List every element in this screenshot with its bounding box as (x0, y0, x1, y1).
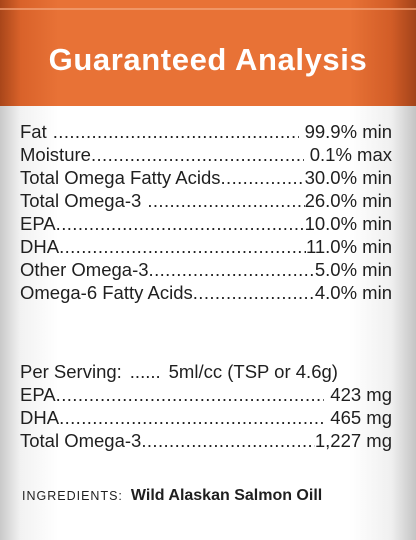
analysis-row-moisture: Moisture 0.1% max (20, 144, 392, 167)
serving-row-dha: DHA 465 mg (20, 407, 392, 430)
serving-row-epa: EPA 423 mg (20, 384, 392, 407)
dot-leader (193, 282, 315, 304)
analysis-row-epa: EPA 10.0% min (20, 213, 392, 236)
row-value: 10.0% min (304, 213, 392, 234)
dot-leader (56, 384, 325, 406)
per-serving-table: Per Serving: ...... 5ml/cc (TSP or 4.6g)… (20, 361, 392, 453)
dot-leader (59, 236, 306, 258)
dot-leader (147, 190, 304, 212)
serving-label: Per Serving: (20, 361, 122, 382)
analysis-row-omega-6-fatty-acids: Omega-6 Fatty Acids 4.0% min (20, 282, 392, 305)
analysis-row-fat: Fat 99.9% min (20, 121, 392, 144)
dot-leader (53, 121, 299, 143)
row-value: 465 mg (330, 407, 392, 428)
dot-leader (59, 407, 324, 429)
row-label: DHA (20, 407, 60, 428)
row-label: Total Omega-3 (20, 430, 142, 451)
row-label: Fat (20, 121, 47, 142)
row-label: Omega-6 Fatty Acids (20, 282, 193, 303)
row-value: 1,227 mg (314, 430, 392, 451)
page-title: Guaranteed Analysis (48, 42, 368, 77)
dot-leader (221, 167, 305, 189)
row-value: 423 mg (330, 384, 392, 405)
row-label: Other Omega-3 (20, 259, 149, 280)
analysis-row-dha: DHA 11.0% min (20, 236, 392, 259)
analysis-table: Fat 99.9% min Moisture 0.1% max Total Om… (20, 121, 392, 305)
row-value: 11.0% min (305, 236, 392, 257)
row-label: Total Omega-3 (20, 190, 142, 211)
ingredients-label: INGREDIENTS: (22, 489, 123, 503)
serving-row-total-omega-3: Total Omega-3 1,227 mg (20, 430, 392, 453)
dot-leader (56, 213, 305, 235)
row-value: 99.9% min (304, 121, 392, 142)
analysis-row-other-omega-3: Other Omega-3 5.0% min (20, 259, 392, 282)
banner-stripe (0, 8, 416, 10)
serving-dots: ...... (129, 361, 161, 382)
dot-leader (141, 430, 315, 452)
ingredients-line: INGREDIENTS: Wild Alaskan Salmon Oill (22, 487, 322, 505)
row-value: 0.1% max (309, 144, 392, 165)
row-value: 5.0% min (314, 259, 392, 280)
row-value: 30.0% min (304, 167, 392, 188)
dot-leader (91, 144, 304, 166)
analysis-row-total-omega-fatty-acids: Total Omega Fatty Acids 30.0% min (20, 167, 392, 190)
row-label: EPA (20, 384, 56, 405)
serving-value: 5ml/cc (TSP or 4.6g) (168, 361, 338, 382)
row-label: Moisture (20, 144, 91, 165)
dot-leader (149, 259, 315, 281)
row-value: 4.0% min (314, 282, 392, 303)
header-banner: Guaranteed Analysis (0, 0, 416, 106)
ingredients-value: Wild Alaskan Salmon Oill (130, 487, 323, 504)
row-label: Total Omega Fatty Acids (20, 167, 221, 188)
serving-size-row: Per Serving: ...... 5ml/cc (TSP or 4.6g) (20, 361, 392, 384)
row-value: 26.0% min (304, 190, 392, 211)
row-label: EPA (20, 213, 56, 234)
analysis-row-total-omega-3: Total Omega-3 26.0% min (20, 190, 392, 213)
row-label: DHA (20, 236, 60, 257)
